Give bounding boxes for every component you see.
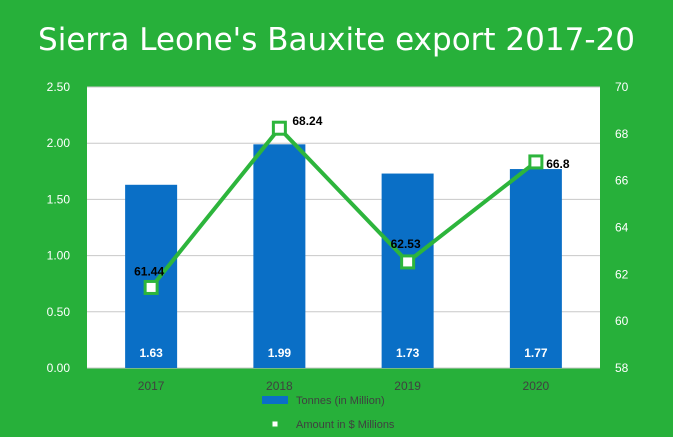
line-data-label: 62.53 — [391, 237, 421, 251]
chart-title: Sierra Leone's Bauxite export 2017-20 — [38, 22, 635, 58]
y-right-tick-label: 68 — [615, 127, 629, 141]
bar — [509, 169, 562, 368]
y-right-tick-label: 66 — [615, 174, 629, 188]
line-series — [149, 125, 538, 289]
y-right-tick-label: 60 — [615, 314, 629, 328]
line-data-label: 61.44 — [134, 264, 164, 278]
bar-data-label: 1.99 — [268, 346, 292, 360]
legend-line-swatch — [271, 420, 279, 428]
line-point — [528, 154, 544, 170]
x-tick-label: 2020 — [523, 379, 550, 393]
line-point — [400, 254, 416, 270]
y-left-tick-label: 0.50 — [47, 305, 71, 319]
line-data-label: 68.24 — [292, 114, 322, 128]
legend-bar-label: Tonnes (in Million) — [296, 395, 385, 407]
y-right-tick-label: 70 — [615, 80, 629, 94]
bar-data-label: 1.63 — [139, 346, 163, 360]
y-right-tick-label: 62 — [615, 267, 629, 281]
line-point — [143, 279, 159, 295]
y-left-tick-label: 1.00 — [47, 249, 71, 263]
bar — [381, 173, 434, 368]
y-left-tick-label: 0.00 — [47, 361, 71, 375]
y-left-tick-label: 2.00 — [47, 136, 71, 150]
bar — [253, 144, 306, 368]
x-tick-label: 2019 — [394, 379, 421, 393]
legend-line-label: Amount in $ Millions — [296, 419, 395, 431]
x-tick-label: 2017 — [138, 379, 165, 393]
y-right-tick-label: 64 — [615, 221, 629, 235]
y-left-tick-label: 1.50 — [47, 192, 71, 206]
line-point — [271, 120, 287, 136]
bar — [125, 184, 178, 368]
x-tick-label: 2018 — [266, 379, 293, 393]
line-data-label: 66.8 — [546, 157, 570, 171]
bar-data-label: 1.77 — [524, 346, 548, 360]
bar-data-label: 1.73 — [396, 346, 420, 360]
y-left-tick-label: 2.50 — [47, 80, 71, 94]
legend-bar-swatch — [262, 396, 288, 404]
y-right-tick-label: 58 — [615, 361, 629, 375]
